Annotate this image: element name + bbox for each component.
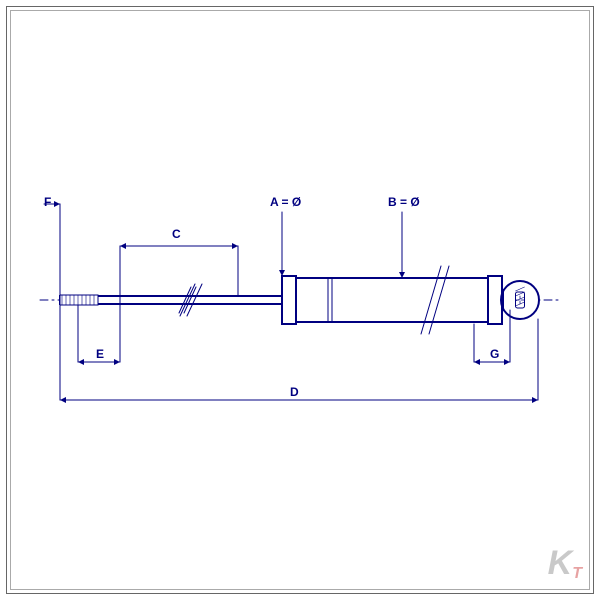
dim-label-c: C xyxy=(172,228,181,240)
dim-label-a: A = Ø xyxy=(270,196,301,208)
watermark-logo: KT xyxy=(548,546,582,582)
gas-spring-diagram xyxy=(0,0,600,600)
dim-label-e: E xyxy=(96,348,104,360)
watermark-t: T xyxy=(572,565,582,582)
dim-label-g: G xyxy=(490,348,499,360)
dim-label-b: B = Ø xyxy=(388,196,420,208)
dim-label-d: D xyxy=(290,386,299,398)
watermark-k: K xyxy=(548,544,573,582)
dim-label-f: F xyxy=(44,196,51,208)
